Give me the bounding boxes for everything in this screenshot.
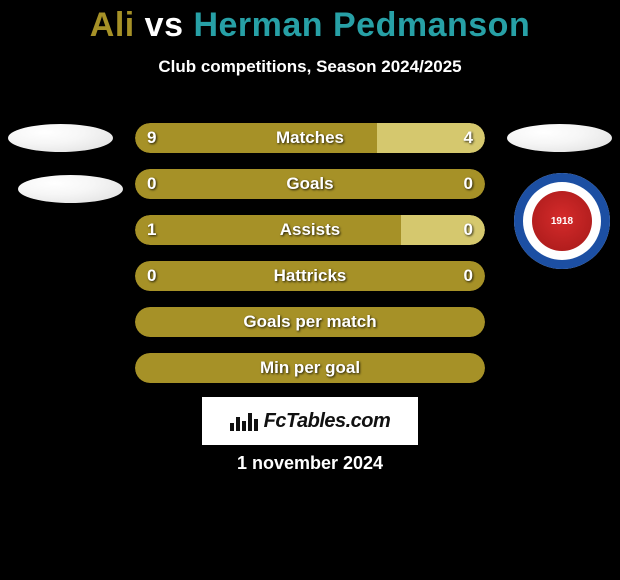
date-label: 1 november 2024 (0, 453, 620, 474)
stat-track (135, 123, 485, 153)
stats-container: Matches94 Goals00 Assists10 Hattricks00 Goal… (135, 123, 485, 399)
stat-track (135, 261, 485, 291)
player-left-avatar-2 (18, 175, 123, 203)
fctables-icon (230, 411, 258, 431)
club-badge-year: 1918 (551, 216, 573, 227)
player-right-avatar (507, 124, 612, 152)
stat-track (135, 169, 485, 199)
page-title: Ali vs Herman Pedmanson (0, 0, 620, 45)
stat-track (135, 307, 485, 337)
stat-row-goals-per-match: Goals per match (135, 307, 485, 337)
stat-track (135, 353, 485, 383)
stat-row-assists: Assists10 (135, 215, 485, 245)
player-left-avatar-1 (8, 124, 113, 152)
stat-row-min-per-goal: Min per goal (135, 353, 485, 383)
stat-bar-left (135, 123, 377, 153)
stat-bar-right (377, 123, 486, 153)
stat-track (135, 215, 485, 245)
stat-row-matches: Matches94 (135, 123, 485, 153)
title-left: Ali (90, 6, 135, 44)
stat-row-hattricks: Hattricks00 (135, 261, 485, 291)
title-vs: vs (145, 6, 184, 44)
stat-row-goals: Goals00 (135, 169, 485, 199)
stat-bar-right (401, 215, 485, 245)
club-badge: 1918 (514, 173, 610, 269)
branding-text: FcTables.com (264, 410, 391, 433)
title-right: Herman Pedmanson (193, 6, 530, 44)
branding-box: FcTables.com (202, 397, 418, 445)
stat-bar-left (135, 215, 401, 245)
club-badge-center: 1918 (532, 191, 592, 251)
subtitle: Club competitions, Season 2024/2025 (0, 57, 620, 77)
